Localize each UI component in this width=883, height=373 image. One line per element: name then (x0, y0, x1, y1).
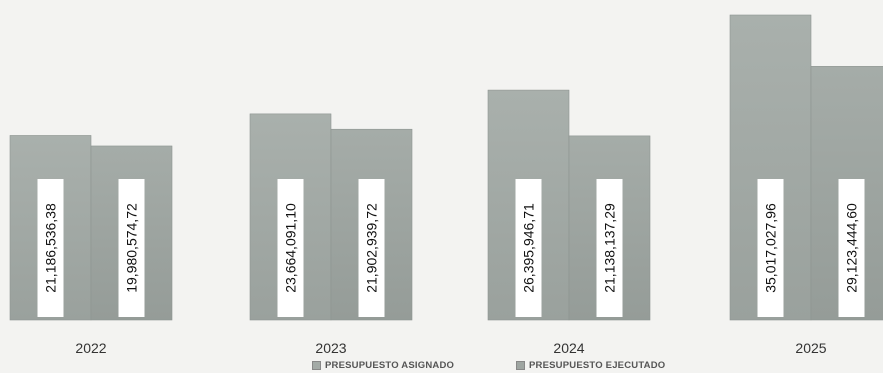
legend-swatch-asignado (312, 360, 321, 370)
category-label-2024: 2024 (553, 340, 584, 356)
data-label-box (37, 179, 64, 317)
legend: PRESUPUESTO ASIGNADO PRESUPUESTO EJECUTA… (0, 360, 883, 373)
legend-item-asignado: PRESUPUESTO ASIGNADO (312, 360, 454, 371)
data-label-ejecutado-2022: 19,980,574,72 (124, 203, 140, 293)
legend-label-ejecutado: PRESUPUESTO EJECUTADO (529, 360, 666, 371)
category-label-2022: 2022 (75, 340, 106, 356)
category-labels-layer: 2022 2023 2024 2025 (75, 340, 826, 356)
legend-label-asignado: PRESUPUESTO ASIGNADO (325, 360, 455, 371)
data-label-asignado-2025: 35,017,027,96 (763, 203, 779, 293)
legend-swatch-ejecutado (516, 360, 525, 370)
data-label-box (515, 179, 542, 317)
data-label-box (596, 179, 623, 317)
data-label-box (118, 179, 145, 317)
data-label-ejecutado-2023: 21,902,939,72 (364, 203, 380, 293)
data-label-box (277, 179, 304, 317)
data-label-asignado-2022: 21,186,536,38 (43, 203, 59, 293)
data-label-box (757, 179, 784, 317)
data-label-asignado-2024: 26,395,946,71 (521, 203, 537, 293)
data-label-ejecutado-2024: 21,138,137,29 (602, 203, 618, 293)
category-label-2023: 2023 (315, 340, 346, 356)
data-label-asignado-2023: 23,664,091,10 (283, 203, 299, 293)
data-label-box (838, 179, 865, 317)
data-label-box (358, 179, 385, 317)
legend-item-ejecutado: PRESUPUESTO EJECUTADO (516, 360, 665, 371)
category-label-2025: 2025 (795, 340, 826, 356)
bars-layer: 21,186,536,38 19,980,574,72 23,664,091,10 2… (9, 14, 883, 321)
data-label-ejecutado-2025: 29,123,444,60 (844, 203, 860, 293)
